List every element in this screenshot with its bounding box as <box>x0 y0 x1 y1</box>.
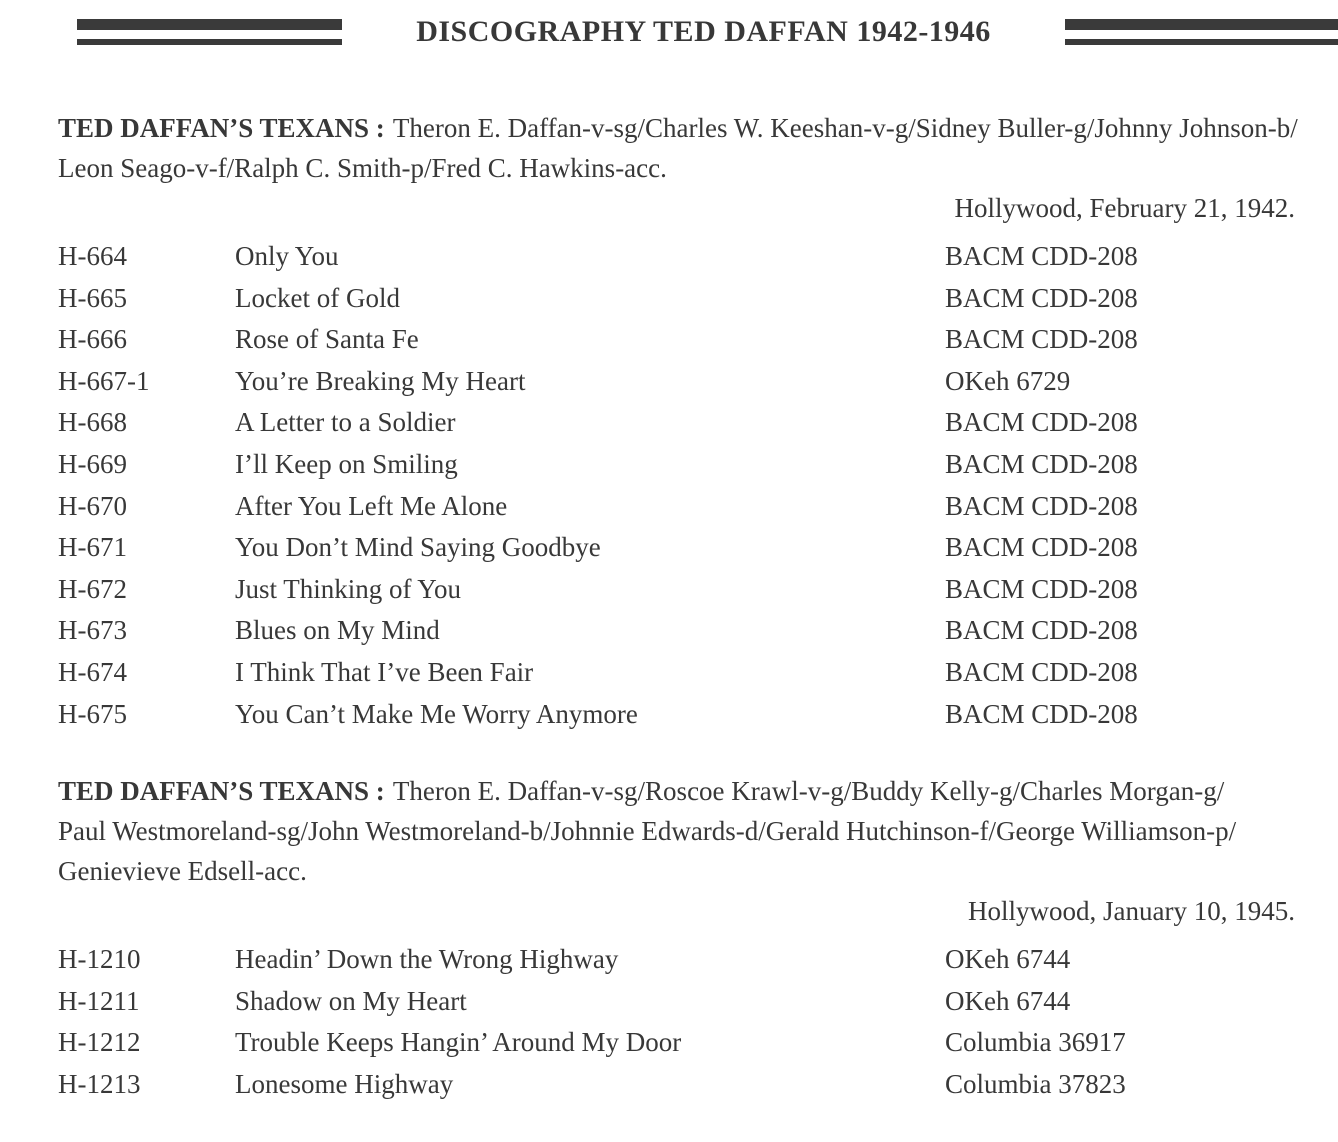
rule-thin <box>77 39 342 45</box>
track-row: H-675 You Can’t Make Me Worry Anymore BA… <box>58 694 1295 736</box>
track-row: H-1213 Lonesome Highway Columbia 37823 <box>58 1064 1295 1106</box>
track-row: H-674 I Think That I’ve Been Fair BACM C… <box>58 652 1295 694</box>
session-date: Hollywood, January 10, 1945. <box>968 896 1295 927</box>
double-rule-right <box>1065 19 1338 45</box>
matrix-number: H-671 <box>58 532 127 563</box>
matrix-number: H-674 <box>58 656 127 687</box>
personnel-line-3: Genievieve Edsell-acc. <box>58 856 307 887</box>
track-row: H-1210 Headin’ Down the Wrong Highway OK… <box>58 939 1295 981</box>
track-row: H-667-1 You’re Breaking My Heart OKeh 67… <box>58 361 1295 403</box>
matrix-number: H-666 <box>58 324 127 355</box>
matrix-number: H-1211 <box>58 985 140 1016</box>
track-row: H-1211 Shadow on My Heart OKeh 6744 <box>58 981 1295 1023</box>
personnel-line-2: Paul Westmoreland-sg/John Westmoreland-b… <box>58 816 1237 847</box>
track-title: Locket of Gold <box>235 282 400 313</box>
release-label: BACM CDD-208 <box>945 615 1138 646</box>
matrix-number: H-670 <box>58 490 127 521</box>
release-label: BACM CDD-208 <box>945 282 1138 313</box>
tracklist-1942: H-664 Only You BACM CDD-208 H-665 Locket… <box>58 236 1295 735</box>
page-title: DISCOGRAPHY TED DAFFAN 1942-1946 <box>416 15 991 48</box>
rule-thick <box>77 19 342 30</box>
track-title: Just Thinking of You <box>235 573 462 604</box>
matrix-number: H-667-1 <box>58 365 150 396</box>
release-label: BACM CDD-208 <box>945 448 1138 479</box>
track-title: Lonesome Highway <box>235 1068 454 1099</box>
personnel-text: Theron E. Daffan-v-sg/Roscoe Krawl-v-g/B… <box>392 776 1225 807</box>
matrix-number: H-672 <box>58 573 127 604</box>
release-label: Columbia 36917 <box>945 1027 1126 1058</box>
track-title: Trouble Keeps Hangin’ Around My Door <box>235 1027 682 1058</box>
matrix-number: H-1210 <box>58 944 141 975</box>
release-label: BACM CDD-208 <box>945 573 1138 604</box>
matrix-number: H-668 <box>58 407 127 438</box>
release-label: BACM CDD-208 <box>945 241 1138 271</box>
track-title: Shadow on My Heart <box>235 985 467 1016</box>
personnel-line-1: TED DAFFAN’S TEXANS : Theron E. Daffan-v-… <box>58 771 1295 811</box>
track-title: A Letter to a Soldier <box>235 407 456 438</box>
artist-name: TED DAFFAN’S TEXANS : <box>58 776 385 807</box>
release-label: OKeh 6744 <box>945 944 1071 975</box>
track-title: You Can’t Make Me Worry Anymore <box>235 698 638 729</box>
session-1942: TED DAFFAN’S TEXANS : Theron E. Daffan-v-… <box>58 108 1298 735</box>
track-title: Only You <box>235 241 339 271</box>
session-personnel: TED DAFFAN’S TEXANS : Theron E. Daffan-v-… <box>58 771 1295 891</box>
release-label: BACM CDD-208 <box>945 324 1138 355</box>
track-title: I Think That I’ve Been Fair <box>235 656 534 687</box>
track-row: H-669 I’ll Keep on Smiling BACM CDD-208 <box>58 444 1295 486</box>
personnel-text: Theron E. Daffan-v-sg/Charles W. Keeshan… <box>392 113 1298 143</box>
matrix-number: H-1212 <box>58 1027 141 1058</box>
track-row: H-668 A Letter to a Soldier BACM CDD-208 <box>58 402 1295 444</box>
track-row: H-665 Locket of Gold BACM CDD-208 <box>58 278 1295 320</box>
track-title: You’re Breaking My Heart <box>235 365 526 396</box>
release-label: OKeh 6729 <box>945 365 1071 396</box>
matrix-number: H-1213 <box>58 1068 141 1099</box>
track-row: H-673 Blues on My Mind BACM CDD-208 <box>58 610 1295 652</box>
track-title: Headin’ Down the Wrong Highway <box>235 944 619 975</box>
track-row: H-1212 Trouble Keeps Hangin’ Around My D… <box>58 1022 1295 1064</box>
double-rule-left <box>77 19 342 45</box>
personnel-line-2: Leon Seago-v-f/Ralph C. Smith-p/Fred C. … <box>58 153 667 183</box>
track-title: After You Left Me Alone <box>235 490 508 521</box>
track-row: H-672 Just Thinking of You BACM CDD-208 <box>58 569 1295 611</box>
track-title: You Don’t Mind Saying Goodbye <box>235 532 601 563</box>
track-title: Blues on My Mind <box>235 615 440 646</box>
release-label: BACM CDD-208 <box>945 490 1138 521</box>
tracklist-1945: H-1210 Headin’ Down the Wrong Highway OK… <box>58 939 1295 1105</box>
release-label: OKeh 6744 <box>945 985 1071 1016</box>
session-date: Hollywood, February 21, 1942. <box>954 193 1295 223</box>
personnel-line-1: TED DAFFAN’S TEXANS : Theron E. Daffan-v-… <box>58 108 1298 148</box>
track-row: H-671 You Don’t Mind Saying Goodbye BACM… <box>58 527 1295 569</box>
track-row: H-664 Only You BACM CDD-208 <box>58 236 1295 278</box>
release-label: Columbia 37823 <box>945 1068 1126 1099</box>
matrix-number: H-675 <box>58 698 127 729</box>
matrix-number: H-669 <box>58 448 127 479</box>
matrix-number: H-665 <box>58 282 127 313</box>
document-page: DISCOGRAPHY TED DAFFAN 1942-1946 TED DAF… <box>0 0 1338 1105</box>
track-row: H-670 After You Left Me Alone BACM CDD-2… <box>58 486 1295 528</box>
artist-name: TED DAFFAN’S TEXANS : <box>58 113 385 143</box>
release-label: BACM CDD-208 <box>945 656 1138 687</box>
rule-thin <box>1065 39 1338 45</box>
session-1945: TED DAFFAN’S TEXANS : Theron E. Daffan-v-… <box>58 771 1295 1105</box>
track-title: I’ll Keep on Smiling <box>235 448 458 479</box>
matrix-number: H-664 <box>58 241 127 271</box>
release-label: BACM CDD-208 <box>945 407 1138 438</box>
track-row: H-666 Rose of Santa Fe BACM CDD-208 <box>58 319 1295 361</box>
session-personnel: TED DAFFAN’S TEXANS : Theron E. Daffan-v-… <box>58 108 1298 188</box>
masthead: DISCOGRAPHY TED DAFFAN 1942-1946 <box>0 0 1338 50</box>
release-label: BACM CDD-208 <box>945 532 1138 563</box>
rule-thick <box>1065 19 1338 30</box>
track-title: Rose of Santa Fe <box>235 324 419 355</box>
matrix-number: H-673 <box>58 615 127 646</box>
release-label: BACM CDD-208 <box>945 698 1138 729</box>
